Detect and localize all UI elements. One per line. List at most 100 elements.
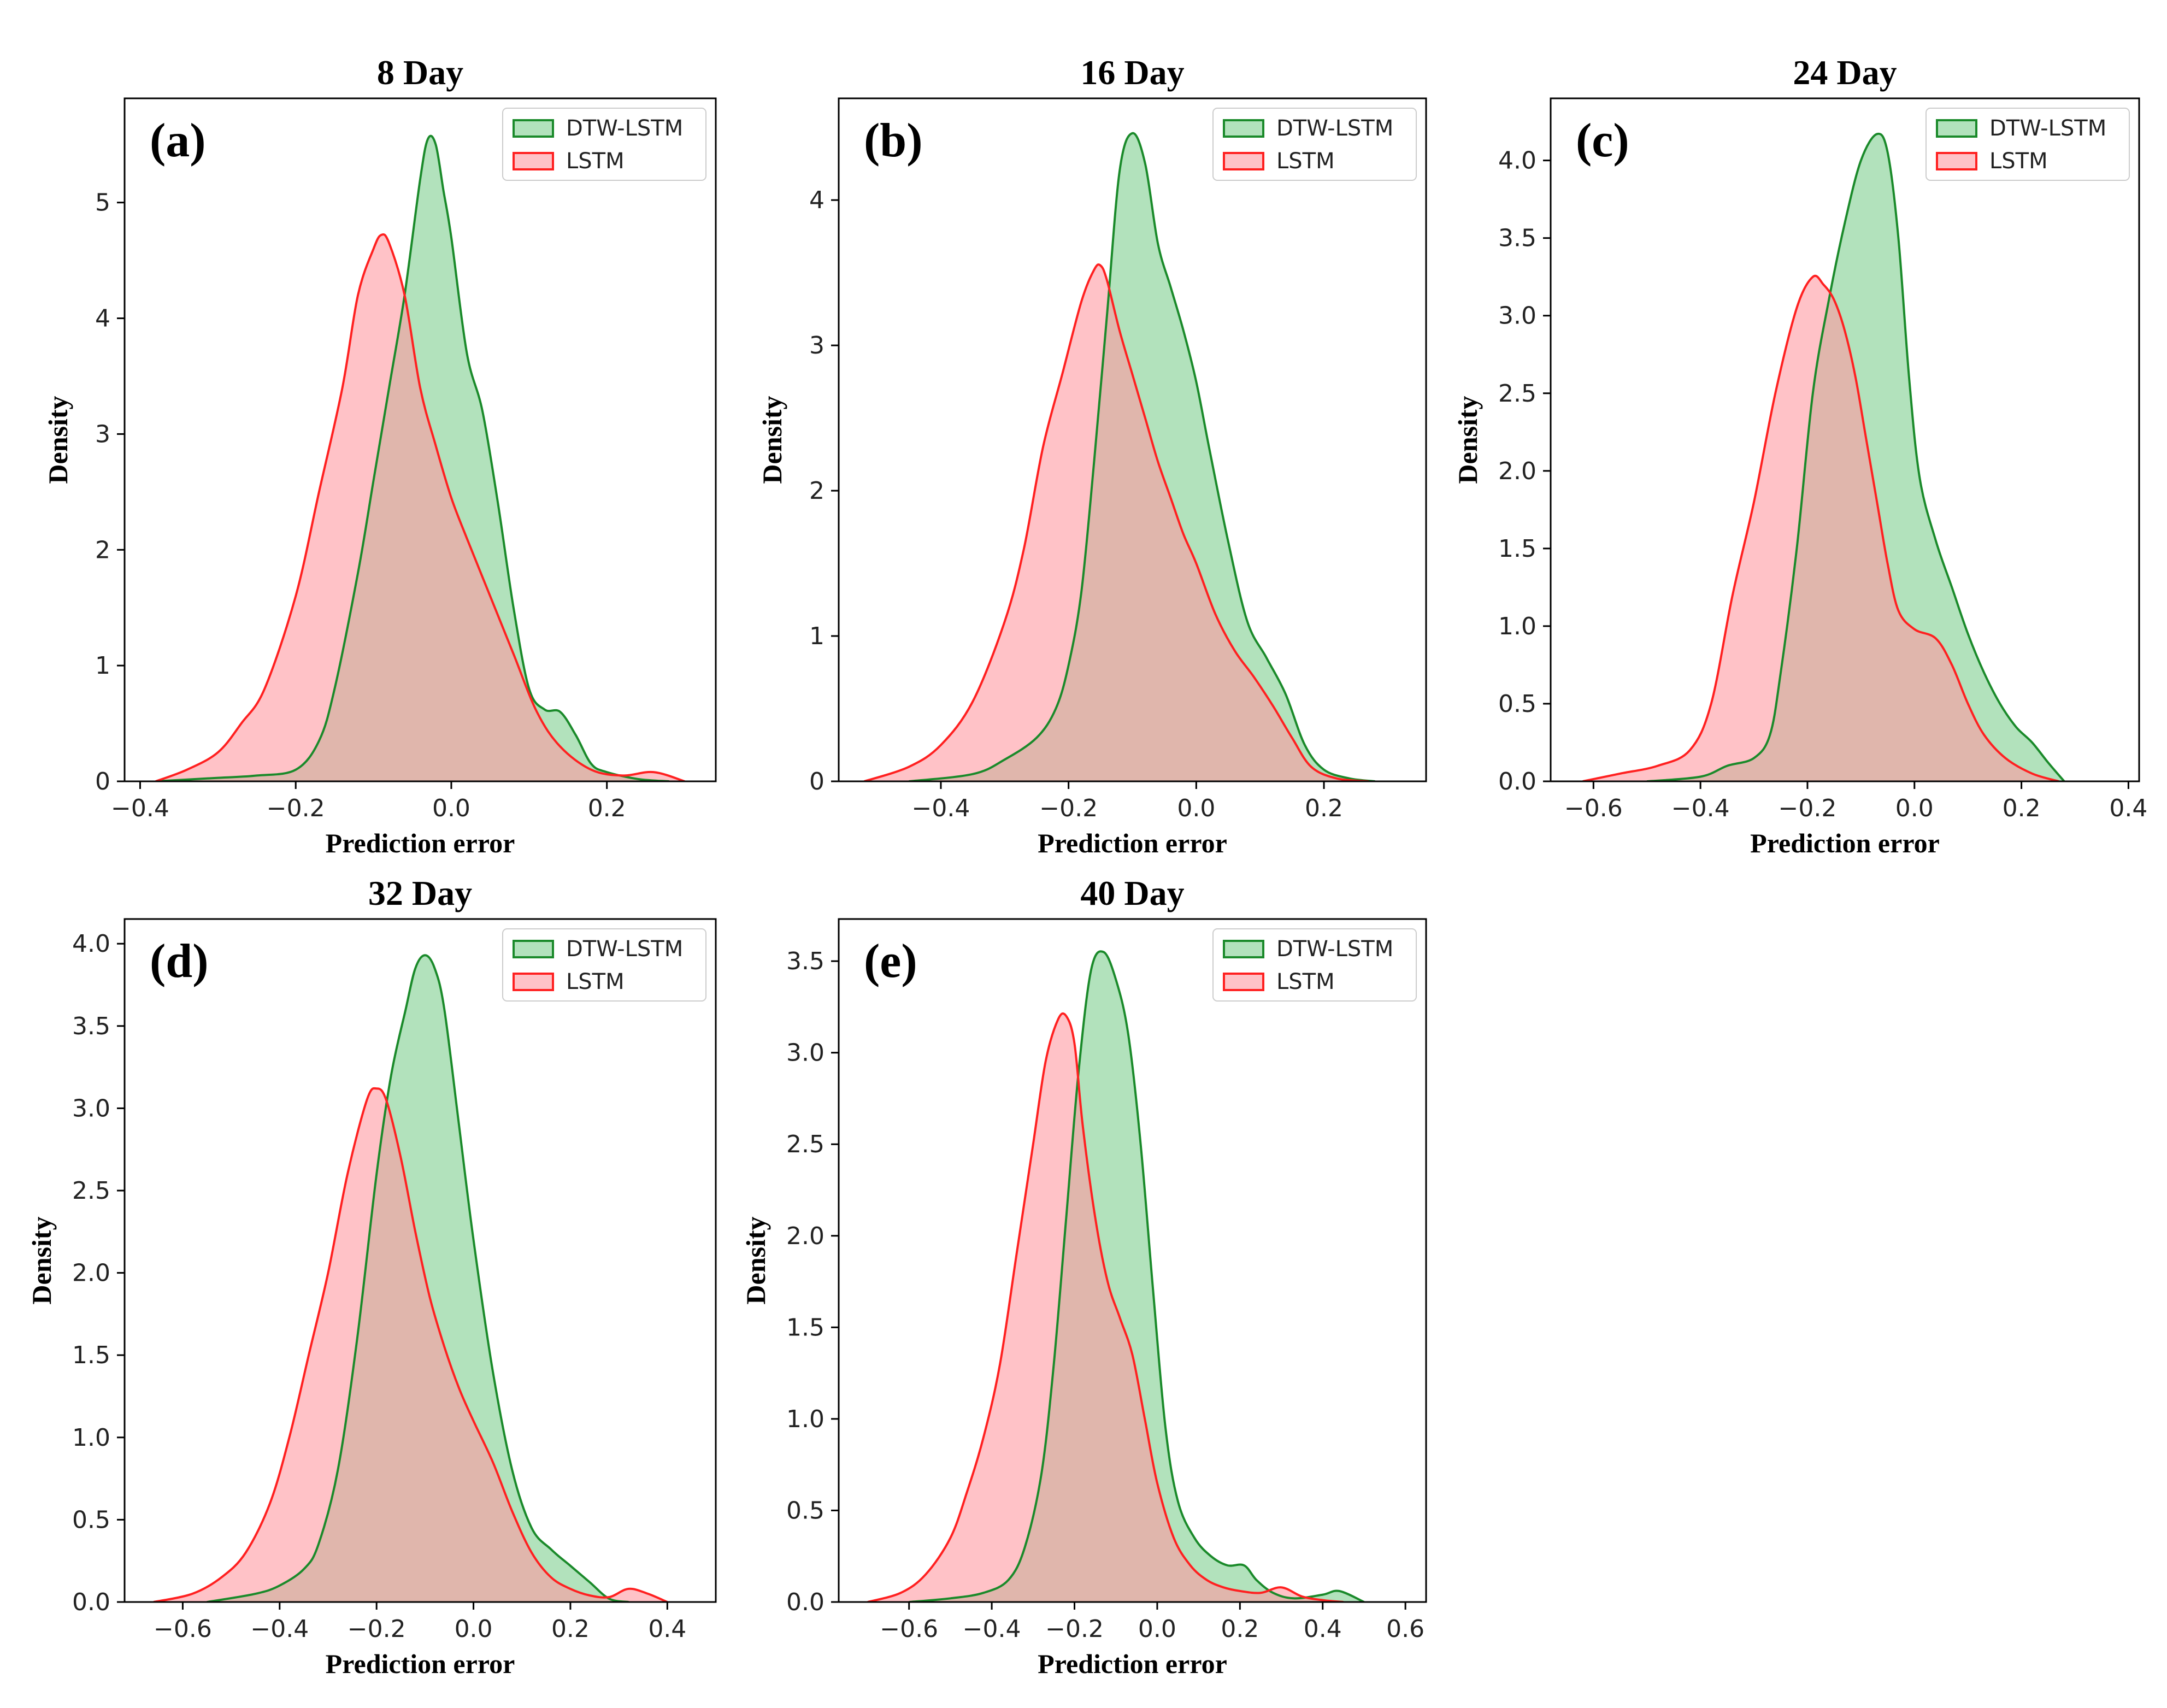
- x-tick-label: −0.4: [250, 1615, 309, 1643]
- x-axis-label: Prediction error: [326, 828, 515, 858]
- area-lstm: [1582, 275, 2059, 781]
- axes-frame: [123, 97, 717, 782]
- x-tick-label: 0.2: [2003, 794, 2041, 822]
- x-tick-label: 0.0: [432, 794, 470, 822]
- plot-area: [153, 954, 668, 1602]
- line-lstm: [867, 1012, 1344, 1602]
- y-tick-label: 4: [95, 305, 110, 333]
- x-axis-label: Prediction error: [326, 1648, 515, 1679]
- panel-letter: (d): [150, 935, 209, 988]
- area-dtw-lstm: [909, 951, 1364, 1602]
- y-axis-label: Density: [26, 1216, 57, 1304]
- y-tick-label: 0.5: [1498, 690, 1536, 718]
- line-dtw-lstm: [155, 134, 669, 781]
- area-lstm: [864, 264, 1369, 781]
- panel-letter: (a): [150, 114, 206, 167]
- x-tick-label: −0.4: [912, 794, 970, 822]
- y-tick-label: 0.0: [1498, 768, 1536, 796]
- panel-letter: (c): [1576, 114, 1629, 167]
- y-tick-label: 2.5: [72, 1177, 110, 1205]
- x-tick-label: 0.4: [2109, 794, 2147, 822]
- legend-label-dtw-lstm: DTW-LSTM: [566, 937, 683, 962]
- x-tick-label: 0.2: [588, 794, 626, 822]
- x-tick-label: −0.6: [154, 1615, 212, 1643]
- legend: DTW-LSTM LSTM: [1212, 928, 1417, 1002]
- legend: DTW-LSTM LSTM: [1212, 108, 1417, 181]
- panel-title: 40 Day: [1080, 874, 1184, 912]
- y-tick-label: 2.5: [1498, 380, 1536, 408]
- plot-area: [155, 134, 685, 781]
- legend-swatch-lstm: [513, 152, 554, 170]
- legend-label-lstm: LSTM: [1989, 149, 2048, 174]
- axes-frame: [838, 97, 1427, 782]
- area-lstm: [154, 1088, 668, 1602]
- y-tick-label: 1: [95, 652, 110, 680]
- line-lstm: [1582, 274, 2059, 781]
- legend-label-lstm: LSTM: [566, 969, 625, 994]
- y-axis-label: Density: [1452, 396, 1483, 484]
- y-tick-label: 0.0: [72, 1588, 110, 1616]
- x-tick-label: 0.0: [1895, 794, 1934, 822]
- legend-swatch-dtw-lstm: [1936, 119, 1977, 138]
- panel-b: −0.4 −0.2 0.0 0.2 0 1 2 3 4 16 Day (b) Prediction e…: [757, 53, 1427, 858]
- y-tick-label: 3.0: [1498, 302, 1536, 330]
- y-tick-label: 0.5: [72, 1506, 110, 1534]
- y-tick-label: 2.0: [786, 1222, 825, 1250]
- x-tick-label: −0.2: [1779, 794, 1837, 822]
- y-tick-label: 3.5: [72, 1012, 110, 1040]
- legend-label-dtw-lstm: DTW-LSTM: [1989, 116, 2106, 141]
- y-tick-label: 1.0: [72, 1424, 110, 1452]
- line-dtw-lstm: [909, 132, 1375, 781]
- legend: DTW-LSTM LSTM: [1925, 108, 2130, 181]
- legend-swatch-dtw-lstm: [1223, 119, 1264, 138]
- y-tick-label: 2.5: [786, 1130, 825, 1158]
- panel-title: 16 Day: [1080, 53, 1184, 92]
- y-tick-label: 1.5: [72, 1341, 110, 1369]
- y-tick-label: 3.5: [1498, 225, 1536, 252]
- y-tick-label: 3.0: [72, 1094, 110, 1122]
- legend-label-lstm: LSTM: [1276, 149, 1335, 174]
- axes-frame: [838, 918, 1427, 1603]
- axes-frame: [123, 918, 717, 1603]
- x-tick-label: 0.2: [551, 1615, 590, 1643]
- x-tick-label: −0.6: [1564, 794, 1623, 822]
- panel-e: −0.6 −0.4 −0.2 0.0 0.2 0.4 0.6 0.0 0.5 1.0 1.5 2.0 2…: [740, 874, 1427, 1679]
- y-axis-label: Density: [43, 396, 73, 484]
- legend-label-dtw-lstm: DTW-LSTM: [566, 116, 683, 141]
- y-tick-label: 4: [809, 186, 825, 214]
- panel-a: −0.4 −0.2 0.0 0.2 0 1 2 3 4 5 8 Day (a) Prediction e…: [43, 53, 717, 858]
- panel-title: 8 Day: [377, 53, 463, 92]
- panel-title: 24 Day: [1793, 53, 1897, 92]
- x-tick-label: 0.2: [1305, 794, 1343, 822]
- x-tick-label: 0.0: [1138, 1615, 1176, 1643]
- y-tick-label: 2.0: [1498, 457, 1536, 485]
- x-tick-label: −0.4: [111, 794, 169, 822]
- area-lstm: [155, 234, 685, 781]
- y-tick-label: 4.0: [72, 930, 110, 958]
- y-tick-label: 2: [95, 536, 110, 564]
- x-tick-label: −0.2: [1039, 794, 1098, 822]
- x-tick-label: 0.2: [1221, 1615, 1259, 1643]
- y-tick-label: 3: [95, 420, 110, 448]
- y-tick-label: 3.0: [786, 1039, 825, 1067]
- axes-frame: [1550, 97, 2140, 782]
- line-lstm: [864, 263, 1369, 781]
- legend-swatch-dtw-lstm: [513, 940, 554, 958]
- legend-swatch-dtw-lstm: [513, 119, 554, 138]
- legend-label-dtw-lstm: DTW-LSTM: [1276, 937, 1393, 962]
- y-tick-label: 0.5: [786, 1497, 825, 1524]
- y-tick-label: 3: [809, 332, 825, 360]
- legend-swatch-lstm: [1223, 973, 1264, 991]
- legend: DTW-LSTM LSTM: [502, 928, 706, 1002]
- y-tick-label: 1.0: [1498, 612, 1536, 640]
- x-tick-label: 0.0: [1177, 794, 1215, 822]
- x-tick-label: −0.4: [1671, 794, 1730, 822]
- y-tick-label: 2: [809, 477, 825, 505]
- x-tick-label: −0.6: [880, 1615, 938, 1643]
- x-axis-label: Prediction error: [1038, 1648, 1227, 1679]
- x-tick-label: −0.2: [348, 1615, 406, 1643]
- panel-letter: (b): [864, 114, 923, 167]
- legend-swatch-lstm: [1936, 152, 1977, 170]
- legend-label-lstm: LSTM: [566, 149, 625, 174]
